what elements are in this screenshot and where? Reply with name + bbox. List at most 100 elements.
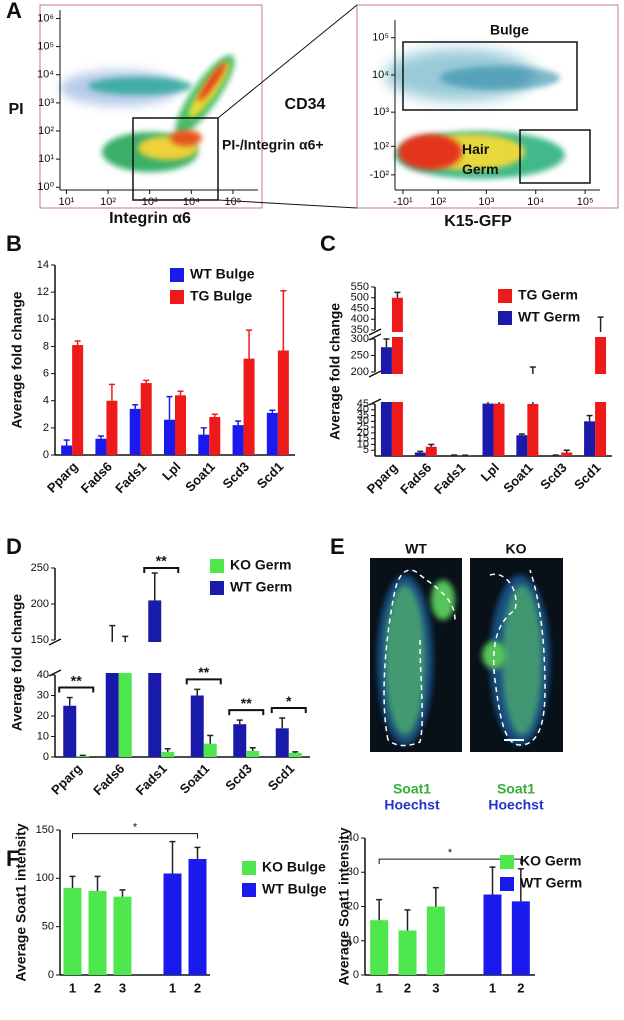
x-tick-label: 10⁵ [225,196,242,208]
y-tick-label: 10 [37,730,49,742]
x-tick-label: Fads6 [78,459,115,496]
y-tick-label: 12 [37,286,49,298]
x-tick-label: Scd3 [537,460,570,493]
axis-break [53,642,312,673]
legend-swatch [210,581,224,595]
density-cloud [60,49,565,179]
y-tick-label: 20 [37,710,49,722]
gate-label: PI-/Integrin α6+ [222,137,324,153]
bar [113,896,132,975]
bar [243,358,255,455]
significance-bracket [228,709,265,716]
y-axis-label: Average fold change [327,303,343,440]
bar [88,890,107,975]
y-tick-label: 10⁵ [37,41,54,53]
y-tick-label: 30 [357,415,369,427]
x-tick-label: Pparg [364,460,401,497]
x-tick-label: 10³ [142,196,158,208]
bar [129,408,141,455]
axis-break [373,374,614,402]
break-mark [48,638,62,646]
bar [118,652,132,757]
y-tick-label: 250 [31,562,49,574]
bar [511,901,530,975]
significance-bracket [378,858,522,865]
zoom-line [217,4,358,119]
legend-swatch [210,559,224,573]
x-tick-label: 2 [194,980,201,995]
bar [163,873,182,975]
bar [106,400,118,455]
x-tick-label: Fads1 [431,460,468,497]
legend-swatch [170,268,184,282]
bar [232,425,244,455]
gate-label: Bulge [490,22,529,38]
y-tick-label: 2 [43,422,49,434]
legend-label: TG Bulge [190,288,252,304]
y-tick-label: 6 [43,367,49,379]
bar [246,750,260,757]
y-tick-label: 10 [347,935,359,947]
y-axis-label: Average fold change [9,291,25,428]
y-tick-label: 10⁰ [37,181,54,193]
panel-label: C [320,231,336,256]
y-tick-label: 30 [37,689,49,701]
y-axis-label: CD34 [285,96,326,113]
stain-label: Soat1 [393,781,431,797]
y-tick-label: 200 [351,366,369,378]
x-tick-label: -10¹ [393,196,413,208]
bar [63,705,77,757]
break-mark [368,370,382,378]
zoom-line [217,199,358,209]
x-tick-label: Fads6 [397,460,434,497]
y-tick-label: 500 [351,292,369,304]
y-tick-label: 100 [36,872,54,884]
y-tick-label: 30 [347,866,359,878]
legend-label: WT Bulge [190,266,255,282]
y-tick-label: 450 [351,302,369,314]
legend-label: WT Germ [520,875,582,891]
y-tick-label: 10⁵ [372,32,389,44]
y-tick-label: 10⁴ [37,69,54,81]
image-label: WT [405,541,427,557]
bar [266,412,278,455]
x-tick-label: Scd3 [220,459,253,492]
x-tick-label: 2 [404,980,411,995]
legend-label: TG Germ [518,287,578,303]
y-tick-label: 40 [37,669,49,681]
bar [482,403,494,456]
y-tick-label: 10² [373,140,389,152]
bar [483,894,502,975]
y-tick-label: 10 [37,313,49,325]
x-tick-label: Scd1 [571,460,604,493]
significance-label: * [286,693,292,709]
y-tick-label: 40 [347,832,359,844]
significance-label: * [133,822,138,834]
x-tick-label: Lpl [159,459,183,483]
bar [493,403,505,456]
y-tick-label: 350 [351,324,369,336]
y-axis-label: Average Soat1 intensity [13,823,29,981]
plot-frame [356,4,619,209]
x-tick-label: 1 [376,980,383,995]
x-tick-label: 10² [430,196,446,208]
y-tick-label: 0 [353,969,359,981]
significance-bracket [143,567,180,573]
bar [527,404,539,456]
legend-swatch [500,855,514,869]
y-tick-label: 200 [31,598,49,610]
bar [61,445,73,455]
significance-bracket [72,833,198,839]
x-tick-label: Lpl [478,460,502,484]
stain-label: Soat1 [497,781,535,797]
micrograph [370,558,563,752]
legend-swatch [500,877,514,891]
y-tick-label: 0 [43,449,49,461]
x-tick-label: 2 [517,980,524,995]
x-tick-label: 1 [489,980,496,995]
y-axis-label: Average fold change [9,594,25,731]
bar [203,743,217,757]
y-tick-label: 10 [357,438,369,450]
gate [132,117,219,201]
